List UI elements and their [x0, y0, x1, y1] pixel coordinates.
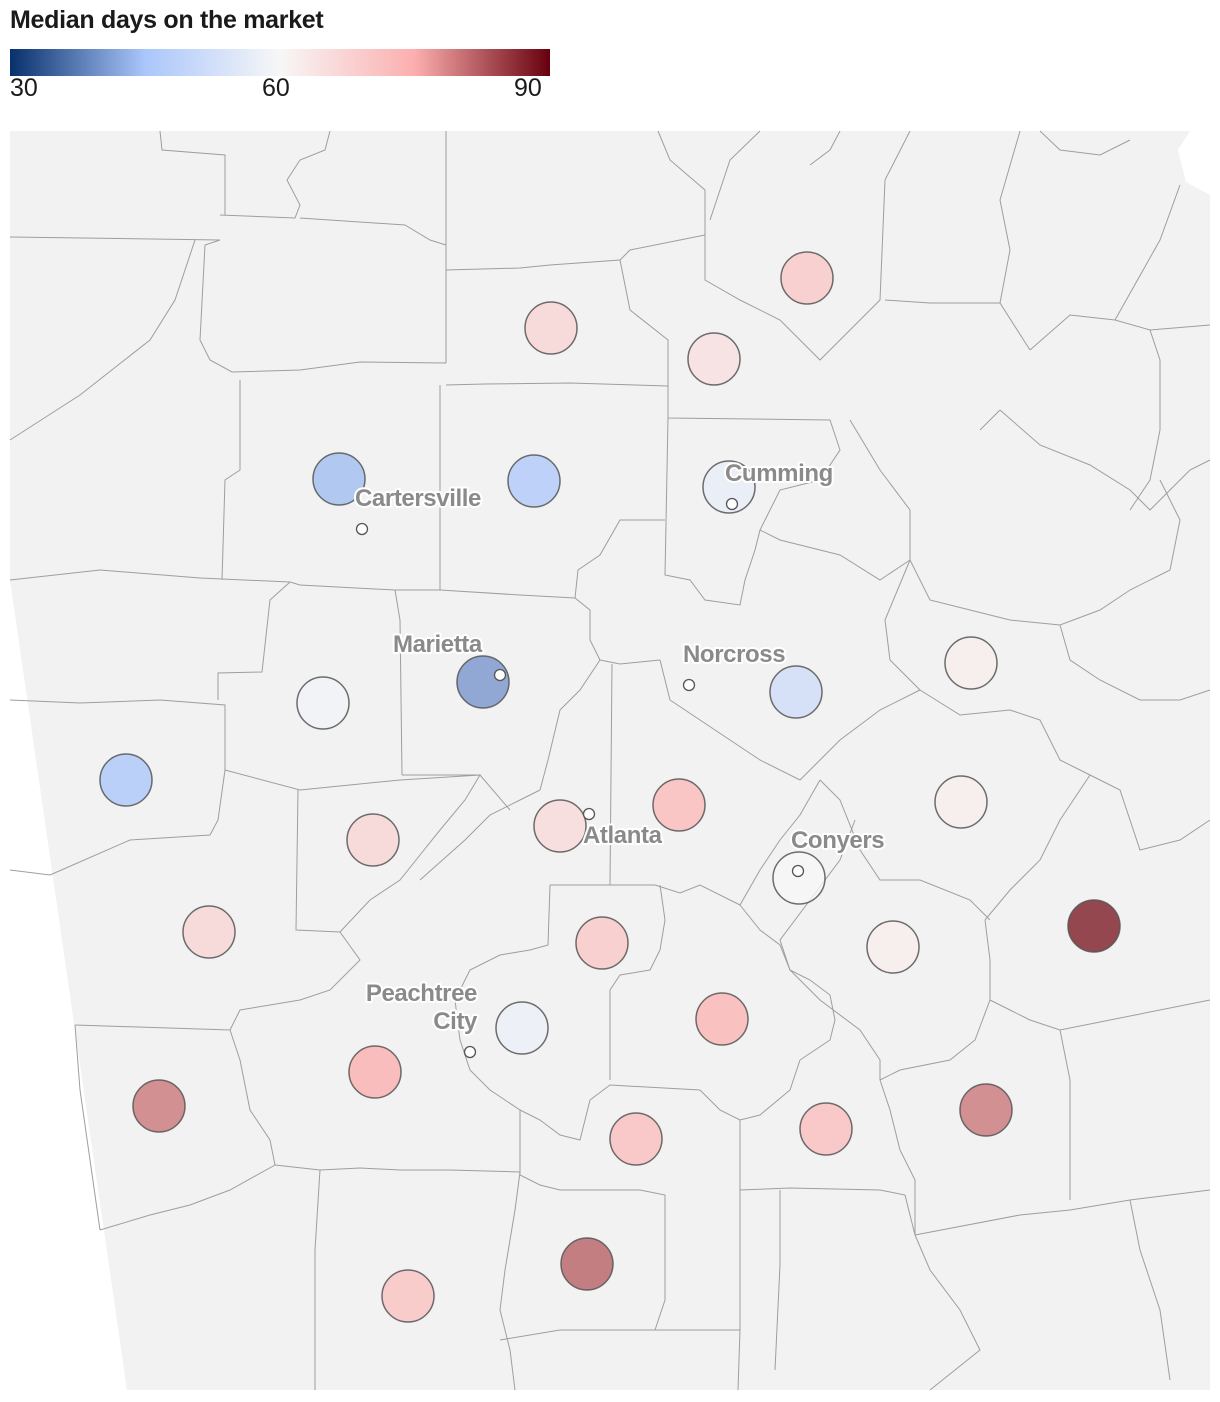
county-bubble-paulding: [296, 676, 350, 730]
county-bubble-coweta: [348, 1045, 402, 1099]
city-dot-peachtree-city: [463, 1045, 477, 1059]
county-bubble-dekalb: [652, 778, 706, 832]
county-bubble-carroll: [182, 905, 236, 959]
city-dot-marietta: [493, 668, 507, 682]
city-dot-cumming: [725, 497, 739, 511]
legend-max-label: 90: [514, 74, 542, 102]
county-bubble-cobb: [456, 655, 510, 709]
county-bubble-morgan: [1067, 899, 1121, 953]
county-bubble-henry: [695, 992, 749, 1046]
county-bubble-jasper: [959, 1083, 1013, 1137]
city-label-cartersville: Cartersville: [355, 485, 481, 512]
county-bubble-cherokee: [507, 454, 561, 508]
county-bubble-spalding: [609, 1112, 663, 1166]
city-label-norcross: Norcross: [683, 641, 785, 668]
county-bubble-douglas: [346, 813, 400, 867]
county-bubble-clayton: [575, 916, 629, 970]
county-borders: [9, 130, 1211, 1391]
county-bubble-lamar: [560, 1237, 614, 1291]
city-dot-cartersville: [355, 522, 369, 536]
county-bubble-gwinnett: [769, 665, 823, 719]
county-bubble-heard: [132, 1079, 186, 1133]
legend-mid-label: 60: [262, 74, 290, 102]
county-bubble-north-center: [780, 251, 834, 305]
county-bubble-forsyth: [702, 460, 756, 514]
county-bubbles: [99, 251, 1121, 1323]
city-dot-atlanta: [582, 807, 596, 821]
city-label-conyers: Conyers: [791, 827, 884, 854]
city-markers: Cartersville Cumming Marietta Norcross Atlan…: [353, 458, 887, 1059]
county-bubble-fulton: [533, 799, 587, 853]
county-bubble-walton-north: [944, 636, 998, 690]
city-label-atlanta: Atlanta: [583, 822, 663, 849]
county-bubble-walton: [934, 775, 988, 829]
county-bubble-haralson: [99, 753, 153, 807]
city-label-peachtree-city: Peachtree: [366, 980, 477, 1007]
county-bubble-north-west: [524, 301, 578, 355]
county-bubble-bartow: [312, 452, 366, 506]
legend-title: Median days on the market: [10, 6, 324, 34]
county-bubble-butts: [799, 1102, 853, 1156]
color-scale-bar: [10, 49, 550, 76]
city-dot-conyers: [791, 864, 805, 878]
county-bubble-north-east: [687, 332, 741, 386]
county-bubble-rockdale: [772, 851, 826, 905]
city-label-cumming: Cumming: [725, 460, 833, 487]
city-dot-norcross: [682, 678, 696, 692]
legend-min-label: 30: [10, 74, 38, 102]
city-label-marietta: Marietta: [393, 631, 483, 658]
county-bubble-meriwether: [381, 1269, 435, 1323]
county-bubble-fayette: [495, 1001, 549, 1055]
county-bubble-newton: [866, 920, 920, 974]
city-label-peachtree-city: City: [433, 1008, 478, 1035]
map-land: [10, 131, 1210, 1390]
